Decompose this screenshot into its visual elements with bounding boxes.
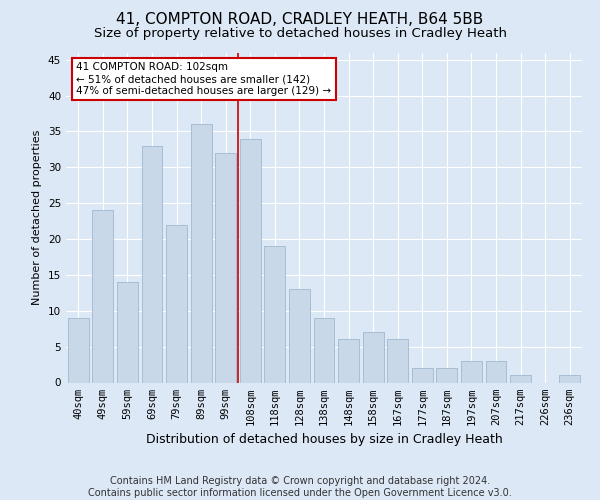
Text: 41 COMPTON ROAD: 102sqm
← 51% of detached houses are smaller (142)
47% of semi-d: 41 COMPTON ROAD: 102sqm ← 51% of detache… <box>76 62 331 96</box>
Bar <box>362 332 383 382</box>
Bar <box>191 124 212 382</box>
Bar <box>142 146 163 382</box>
Bar <box>461 361 482 382</box>
Bar <box>559 376 580 382</box>
X-axis label: Distribution of detached houses by size in Cradley Heath: Distribution of detached houses by size … <box>146 433 502 446</box>
Bar <box>289 289 310 382</box>
Bar <box>92 210 113 382</box>
Bar <box>510 376 531 382</box>
Text: 41, COMPTON ROAD, CRADLEY HEATH, B64 5BB: 41, COMPTON ROAD, CRADLEY HEATH, B64 5BB <box>116 12 484 28</box>
Text: Contains HM Land Registry data © Crown copyright and database right 2024.
Contai: Contains HM Land Registry data © Crown c… <box>88 476 512 498</box>
Bar <box>68 318 89 382</box>
Bar <box>265 246 286 382</box>
Bar <box>338 340 359 382</box>
Bar <box>166 224 187 382</box>
Bar <box>412 368 433 382</box>
Bar <box>387 340 408 382</box>
Bar <box>314 318 334 382</box>
Text: Size of property relative to detached houses in Cradley Heath: Size of property relative to detached ho… <box>94 28 506 40</box>
Bar <box>117 282 138 382</box>
Bar <box>485 361 506 382</box>
Y-axis label: Number of detached properties: Number of detached properties <box>32 130 43 305</box>
Bar <box>240 138 261 382</box>
Bar <box>436 368 457 382</box>
Bar <box>215 153 236 382</box>
